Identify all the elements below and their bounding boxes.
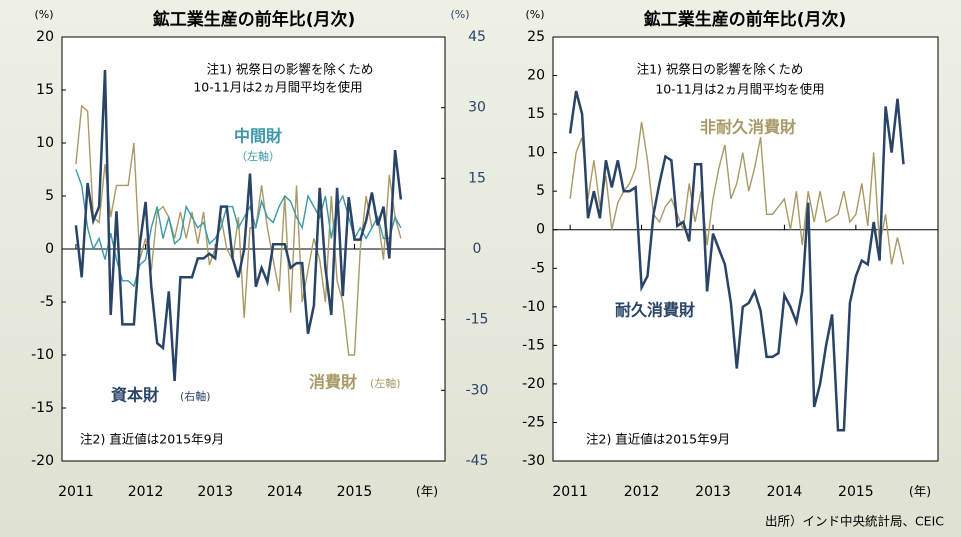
- x-tick-label: 2012: [624, 484, 660, 500]
- y-tick-label: -20: [522, 376, 545, 392]
- y2-tick-label: 45: [468, 29, 486, 45]
- annotation: 注1) 祝祭日の影響を除くため: [207, 62, 374, 77]
- y-tick-label: -15: [31, 400, 54, 416]
- y-tick-label: -20: [31, 453, 54, 469]
- y-tick-label: 25: [527, 29, 545, 45]
- x-tick-label: 2011: [552, 484, 588, 500]
- series-label: 非耐久消費財: [700, 118, 796, 137]
- y2-tick-label: -45: [466, 453, 489, 469]
- chart-title: 鉱工業生産の前年比(月次): [644, 9, 847, 30]
- y-tick-label: 20: [36, 29, 54, 45]
- y-tick-label: 5: [45, 188, 54, 204]
- y2-tick-label: -30: [466, 382, 489, 398]
- x-tick-label: 2012: [128, 484, 164, 500]
- series-label: 中間財: [234, 127, 282, 146]
- series-axis-label: （左軸）: [236, 149, 280, 163]
- series-line: [74, 69, 403, 381]
- y-tick-label: 10: [527, 145, 545, 161]
- source: 出所）インド中央統計局、CEIC: [765, 514, 944, 529]
- series-line: [75, 104, 402, 356]
- plot-area: [552, 36, 939, 462]
- annotation: 注1) 祝祭日の影響を除くため: [637, 62, 804, 77]
- y-tick-label: -10: [31, 347, 54, 363]
- y-tick-label: -15: [522, 337, 545, 353]
- y-tick-label: 20: [527, 68, 545, 84]
- annotation: 10-11月は2ヵ月間平均を使用: [193, 80, 362, 95]
- y-axis-label: (%): [34, 8, 53, 21]
- y-axis-label: (%): [525, 8, 544, 21]
- annotation: 注2) 直近値は2015年9月: [80, 432, 224, 447]
- x-axis-label: (年): [416, 484, 438, 499]
- y2-tick-label: 15: [468, 170, 486, 186]
- series-line: [569, 121, 905, 265]
- series-label: 消費財: [309, 373, 357, 392]
- y2-tick-label: 0: [473, 241, 482, 257]
- x-tick-label: 2014: [767, 484, 803, 500]
- y-tick-label: 0: [536, 222, 545, 238]
- annotation: 注2) 直近値は2015年9月: [586, 432, 730, 447]
- x-tick-label: 2015: [337, 484, 373, 500]
- y-tick-label: 15: [36, 82, 54, 98]
- y-tick-label: -5: [40, 294, 54, 310]
- series-axis-label: (右軸): [180, 389, 211, 403]
- series-label: 資本財: [111, 386, 159, 405]
- x-tick-label: 2011: [58, 484, 94, 500]
- x-tick-label: 2015: [838, 484, 874, 500]
- y-tick-label: 5: [536, 183, 545, 199]
- y-tick-label: 0: [45, 241, 54, 257]
- y-tick-label: 10: [36, 135, 54, 151]
- series-label: 耐久消費財: [615, 301, 695, 320]
- x-tick-label: 2013: [695, 484, 731, 500]
- x-axis-label: (年): [909, 484, 931, 499]
- series-line: [568, 90, 905, 432]
- y2-axis-label: (%): [450, 8, 469, 21]
- y-tick-label: -30: [522, 453, 545, 469]
- y2-tick-label: 30: [468, 100, 486, 116]
- chart-title: 鉱工業生産の前年比(月次): [153, 9, 356, 30]
- x-tick-label: 2013: [197, 484, 233, 500]
- series-axis-label: (左軸): [370, 376, 401, 390]
- y2-tick-label: -15: [466, 312, 489, 328]
- y-tick-label: -25: [522, 414, 545, 430]
- x-tick-label: 2014: [267, 484, 303, 500]
- y-tick-label: 15: [527, 106, 545, 122]
- annotation: 10-11月は2ヵ月間平均を使用: [655, 82, 824, 97]
- y-tick-label: -5: [531, 260, 545, 276]
- y-tick-label: -10: [522, 299, 545, 315]
